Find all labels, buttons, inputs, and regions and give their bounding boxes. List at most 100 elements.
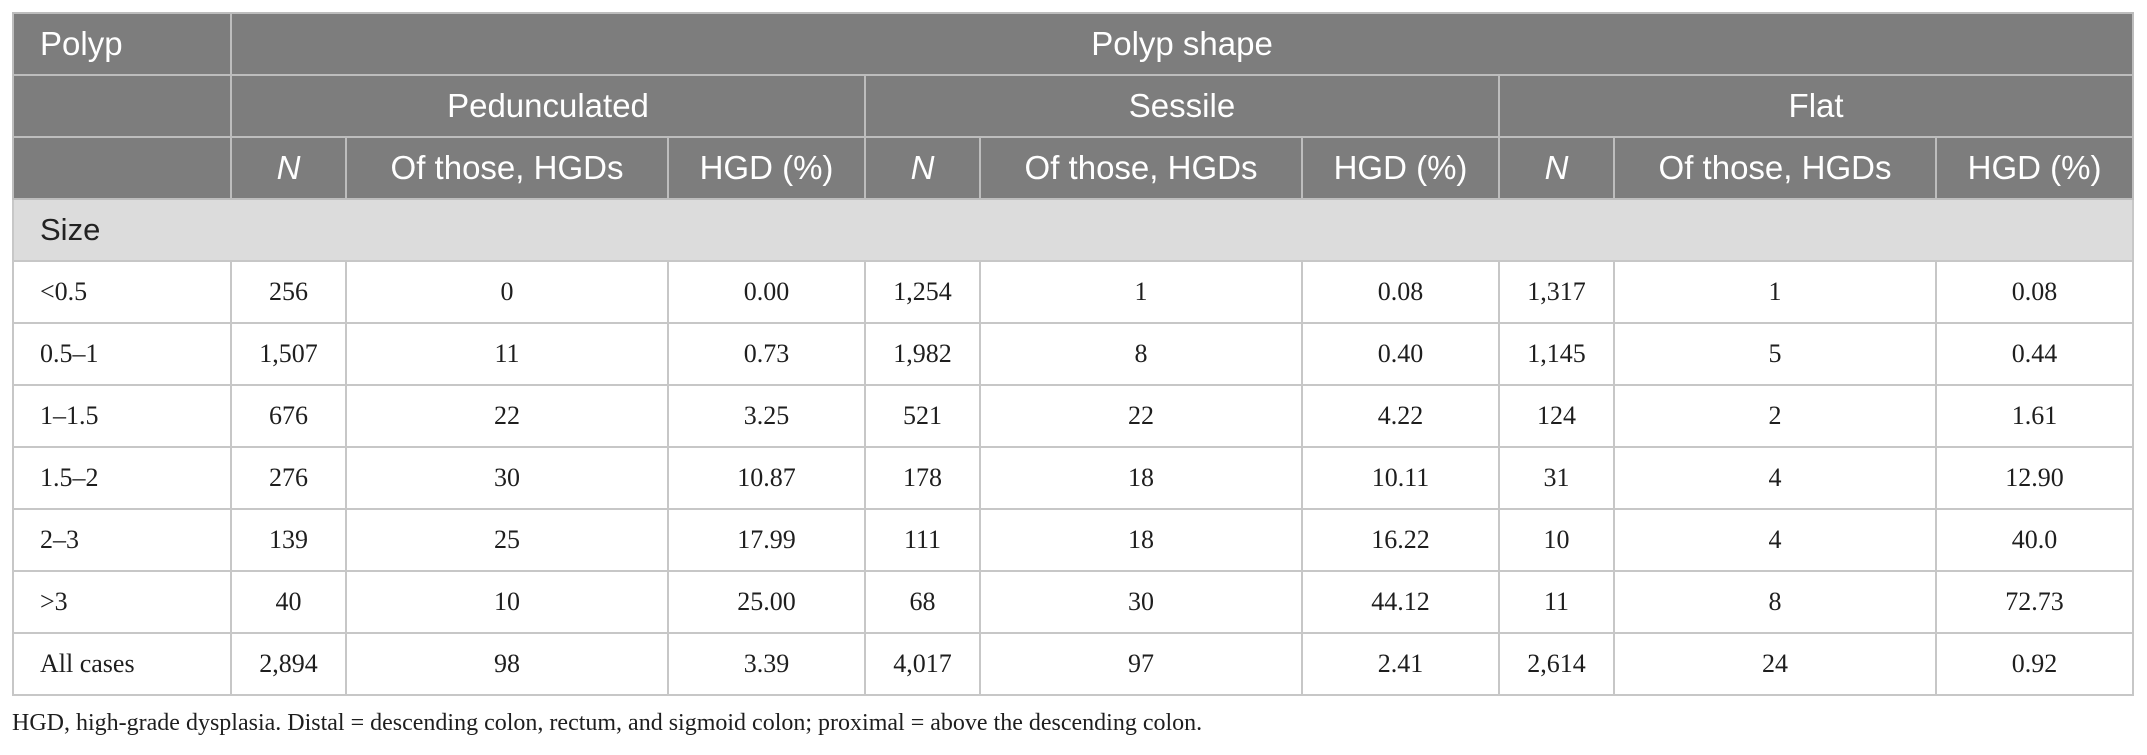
table-cell: 521: [864, 384, 981, 448]
table-cell: 1,507: [230, 322, 347, 386]
subcol-hgd-pct: HGD (%): [1301, 136, 1500, 200]
table-cell: 676: [230, 384, 347, 448]
table-cell: 3.39: [667, 632, 866, 696]
empty-header-cell: [12, 74, 232, 138]
table-cell: 25.00: [667, 570, 866, 634]
table-row: >3 40 10 25.00 68 30 44.12 11 8 72.73: [12, 570, 2135, 634]
header-row-2: Pedunculated Sessile Flat: [12, 74, 2135, 138]
table-cell: 0.73: [667, 322, 866, 386]
table-cell: 1: [979, 260, 1303, 324]
table-cell: 10: [345, 570, 669, 634]
table-body: Size <0.5 256 0 0.00 1,254 1 0.08 1,317 1 0.08 0.5…: [11, 198, 2135, 696]
table-cell: 139: [230, 508, 347, 572]
row-label: 1–1.5: [12, 384, 232, 448]
table-cell: 10.11: [1301, 446, 1500, 510]
row-label: 0.5–1: [12, 322, 232, 386]
header-row-1: Polyp Polyp shape: [12, 12, 2135, 76]
table-cell: 1.61: [1934, 384, 2135, 448]
group-header-sessile: Sessile: [864, 74, 1500, 138]
table-cell: 0.92: [1934, 632, 2135, 696]
table-row: 2–3 139 25 17.99 111 18 16.22 10 4 40.0: [12, 508, 2135, 572]
row-label: 1.5–2: [12, 446, 232, 510]
table-cell: 2: [1613, 384, 1937, 448]
table-cell: 5: [1613, 322, 1937, 386]
polyp-table-container: Polyp Polyp shape Pedunculated Sessile F…: [11, 12, 2135, 696]
table-cell: 4: [1613, 446, 1937, 510]
table-cell: 2.41: [1301, 632, 1500, 696]
table-cell: 256: [230, 260, 347, 324]
table-cell: 31: [1498, 446, 1615, 510]
group-header-pedunculated: Pedunculated: [230, 74, 866, 138]
table-cell: 3.25: [667, 384, 866, 448]
table-cell: 0.00: [667, 260, 866, 324]
table-cell: 10: [1498, 508, 1615, 572]
table-cell: 72.73: [1934, 570, 2135, 634]
subcol-hgds: Of those, HGDs: [1613, 136, 1937, 200]
table-cell: 0: [345, 260, 669, 324]
group-header-flat: Flat: [1497, 74, 2135, 138]
subcol-hgds: Of those, HGDs: [979, 136, 1303, 200]
row-label: >3: [12, 570, 232, 634]
table-cell: 8: [979, 322, 1303, 386]
table-cell: 124: [1498, 384, 1615, 448]
section-row-size: Size: [11, 198, 2135, 262]
header-row-3: N Of those, HGDs HGD (%) N Of those, HGD…: [12, 136, 2135, 200]
table-header: Polyp Polyp shape Pedunculated Sessile F…: [12, 12, 2135, 200]
polyp-shape-header: Polyp shape: [229, 12, 2135, 76]
table-cell: 1,317: [1498, 260, 1615, 324]
table-cell: 1,145: [1498, 322, 1615, 386]
table-cell: 40.0: [1934, 508, 2135, 572]
polyp-header: Polyp: [12, 12, 232, 76]
subcol-n: N: [1498, 136, 1615, 200]
table-cell: 22: [345, 384, 669, 448]
table-cell: 40: [230, 570, 347, 634]
table-cell: 17.99: [667, 508, 866, 572]
table-cell: 18: [979, 446, 1303, 510]
table-cell: 30: [345, 446, 669, 510]
table-row: <0.5 256 0 0.00 1,254 1 0.08 1,317 1 0.08: [12, 260, 2135, 324]
row-label: All cases: [12, 632, 232, 696]
table-cell: 4,017: [864, 632, 981, 696]
table-cell: 30: [979, 570, 1303, 634]
table-cell: 178: [864, 446, 981, 510]
table-cell: 111: [864, 508, 981, 572]
table-cell: 44.12: [1301, 570, 1500, 634]
section-label: Size: [11, 198, 2135, 262]
table-cell: 18: [979, 508, 1303, 572]
table-cell: 2,614: [1498, 632, 1615, 696]
table-cell: 11: [345, 322, 669, 386]
table-cell: 22: [979, 384, 1303, 448]
table-row: All cases 2,894 98 3.39 4,017 97 2.41 2,614 24 0.…: [12, 632, 2135, 696]
table-cell: 24: [1613, 632, 1937, 696]
subcol-n: N: [230, 136, 347, 200]
table-row: 0.5–1 1,507 11 0.73 1,982 8 0.40 1,145 5 0.44: [12, 322, 2135, 386]
table-cell: 97: [979, 632, 1303, 696]
table-cell: 276: [230, 446, 347, 510]
polyp-hgd-table: Polyp Polyp shape Pedunculated Sessile F…: [11, 12, 2135, 696]
table-cell: 98: [345, 632, 669, 696]
subcol-hgds: Of those, HGDs: [345, 136, 669, 200]
subcol-hgd-pct: HGD (%): [1934, 136, 2135, 200]
table-cell: 2,894: [230, 632, 347, 696]
table-row: 1–1.5 676 22 3.25 521 22 4.22 124 2 1.61: [12, 384, 2135, 448]
table-cell: 11: [1498, 570, 1615, 634]
table-cell: 12.90: [1934, 446, 2135, 510]
subcol-hgd-pct: HGD (%): [667, 136, 866, 200]
table-cell: 0.08: [1301, 260, 1500, 324]
table-cell: 1,982: [864, 322, 981, 386]
table-cell: 16.22: [1301, 508, 1500, 572]
table-cell: 0.44: [1934, 322, 2135, 386]
table-cell: 0.40: [1301, 322, 1500, 386]
table-cell: 0.08: [1934, 260, 2135, 324]
table-cell: 25: [345, 508, 669, 572]
table-cell: 4: [1613, 508, 1937, 572]
table-cell: 10.87: [667, 446, 866, 510]
subcol-n: N: [864, 136, 981, 200]
table-row: 1.5–2 276 30 10.87 178 18 10.11 31 4 12.90: [12, 446, 2135, 510]
table-footnote: HGD, high-grade dysplasia. Distal = desc…: [12, 710, 1203, 736]
table-cell: 1: [1613, 260, 1937, 324]
table-cell: 1,254: [864, 260, 981, 324]
table-cell: 8: [1613, 570, 1937, 634]
empty-header-cell: [12, 136, 232, 200]
table-cell: 68: [864, 570, 981, 634]
